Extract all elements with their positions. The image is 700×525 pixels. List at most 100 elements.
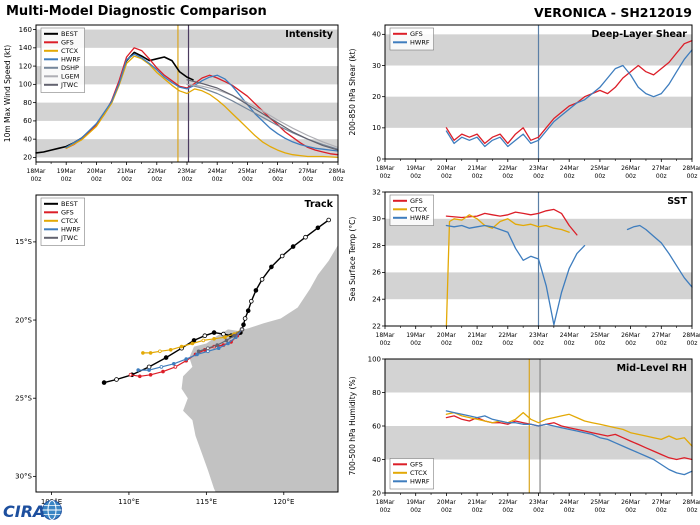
svg-text:60: 60 [372,422,381,430]
svg-text:HWRF: HWRF [410,478,430,486]
svg-text:32: 32 [372,189,381,196]
svg-text:00z: 00z [472,173,483,180]
series-GFS [445,208,578,236]
svg-text:120: 120 [19,62,32,70]
svg-text:19Mar: 19Mar [406,332,425,339]
svg-text:19Mar: 19Mar [57,168,76,175]
svg-text:GFS: GFS [61,209,74,217]
svg-text:00z: 00z [61,176,72,183]
series-HWRF [626,224,693,288]
svg-text:00z: 00z [31,176,42,183]
series-HWRF [445,49,693,148]
svg-text:00z: 00z [410,507,421,514]
svg-text:18Mar: 18Mar [376,332,395,339]
svg-text:25Mar: 25Mar [590,499,609,506]
svg-text:120°E: 120°E [273,498,294,506]
svg-text:24Mar: 24Mar [560,165,579,172]
rh-chart: 2040608010018Mar00z19Mar00z20Mar00z21Mar… [348,356,700,514]
svg-text:115°E: 115°E [196,498,217,506]
svg-text:00z: 00z [502,340,513,347]
svg-text:200-850 hPa Shear (kt): 200-850 hPa Shear (kt) [348,48,357,135]
svg-text:27Mar: 27Mar [298,168,317,175]
svg-text:28: 28 [372,242,381,250]
svg-text:700-500 hPa Humidity (%): 700-500 hPa Humidity (%) [348,376,357,475]
svg-text:60: 60 [23,117,32,125]
svg-text:00z: 00z [564,173,575,180]
svg-text:40: 40 [23,135,32,143]
series-LGEM [186,83,339,149]
svg-text:25Mar: 25Mar [590,165,609,172]
globe-icon [42,500,62,520]
svg-text:00z: 00z [242,176,253,183]
svg-text:24: 24 [372,296,381,304]
svg-text:00z: 00z [472,507,483,514]
svg-text:CTCX: CTCX [410,206,428,214]
storm-title: VERONICA - SH212019 [534,5,692,20]
svg-text:HWRF: HWRF [61,226,81,234]
svg-text:00z: 00z [687,507,698,514]
series-JTWC [186,79,339,151]
svg-text:Mid-Level RH: Mid-Level RH [617,363,687,374]
svg-text:24Mar: 24Mar [560,499,579,506]
series-CTCX [445,411,693,447]
svg-text:00z: 00z [380,173,391,180]
series-CTCX [65,55,339,159]
svg-text:25Mar: 25Mar [238,168,257,175]
svg-text:24Mar: 24Mar [208,168,227,175]
svg-text:Deep-Layer Shear: Deep-Layer Shear [592,29,688,40]
page-title: Multi-Model Diagnostic Comparison [6,4,267,19]
svg-text:18Mar: 18Mar [376,165,395,172]
svg-text:Track: Track [305,199,334,210]
land-australia [181,245,338,492]
svg-text:140: 140 [19,44,32,52]
svg-text:15°S: 15°S [15,238,32,246]
svg-text:40: 40 [372,456,381,464]
svg-text:20: 20 [372,489,381,497]
svg-text:00z: 00z [595,173,606,180]
svg-text:21Mar: 21Mar [117,168,136,175]
svg-text:160: 160 [19,26,32,34]
svg-text:00z: 00z [595,507,606,514]
right-column: 0 10 20 30 40 18Mar 00z 19Mar 00z 20Mar 00z 21Mar 00… [345,22,700,523]
svg-text:HWRF: HWRF [410,39,430,47]
svg-text:27Mar: 27Mar [652,332,671,339]
svg-text:23Mar: 23Mar [529,165,548,172]
svg-text:GFS: GFS [410,197,423,205]
svg-text:00z: 00z [533,507,544,514]
svg-text:00z: 00z [533,340,544,347]
svg-text:25Mar: 25Mar [590,332,609,339]
svg-text:00z: 00z [625,507,636,514]
svg-text:100: 100 [368,356,381,363]
svg-text:23Mar: 23Mar [529,332,548,339]
svg-text:20Mar: 20Mar [437,499,456,506]
svg-text:30: 30 [372,62,381,70]
svg-text:28Mar: 28Mar [683,165,700,172]
series-HWRF [445,410,693,476]
svg-text:CTCX: CTCX [61,47,79,55]
svg-text:110°E: 110°E [118,498,139,506]
svg-text:23Mar: 23Mar [529,499,548,506]
svg-text:22Mar: 22Mar [498,499,517,506]
svg-text:19Mar: 19Mar [406,499,425,506]
svg-text:00z: 00z [687,340,698,347]
svg-text:00z: 00z [380,507,391,514]
intensity-chart: 2040608010012014016018Mar00z19Mar00z20Ma… [3,24,345,183]
svg-text:HWRF: HWRF [410,214,430,222]
sst-chart: 22242628303218Mar00z19Mar00z20Mar00z21Ma… [348,189,700,347]
svg-text:00z: 00z [410,173,421,180]
svg-text:18Mar: 18Mar [27,168,46,175]
svg-text:20: 20 [372,93,381,101]
svg-text:20: 20 [23,154,32,162]
svg-text:21Mar: 21Mar [468,499,487,506]
svg-text:27Mar: 27Mar [652,165,671,172]
svg-text:GFS: GFS [410,461,423,469]
svg-text:00z: 00z [333,176,344,183]
svg-text:00z: 00z [441,340,452,347]
svg-text:26Mar: 26Mar [621,499,640,506]
svg-text:HWRF: HWRF [61,56,81,64]
svg-text:LGEM: LGEM [61,73,79,81]
svg-text:00z: 00z [91,176,102,183]
svg-text:CTCX: CTCX [410,469,428,477]
svg-text:00z: 00z [410,340,421,347]
svg-text:10: 10 [372,124,381,132]
